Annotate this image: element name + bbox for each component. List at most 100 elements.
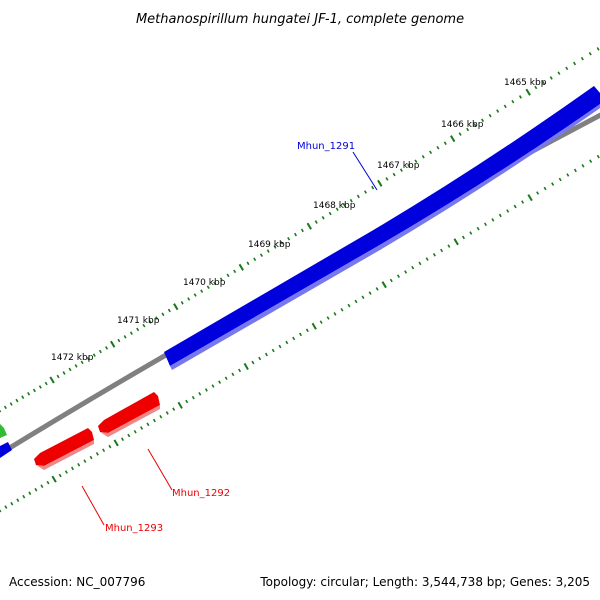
outer-ring-tick [117,338,121,343]
outer-ring-tick [142,323,146,328]
label-mhun-1291[interactable]: Mhun_1291 [297,141,355,152]
inner-ring-tick [566,173,570,177]
outer-ring-tick [49,376,55,384]
edge-gene-green[interactable] [0,424,7,438]
outer-ring-tick [392,172,396,177]
outer-ring-tick [3,405,7,410]
inner-ring-tick [340,307,344,312]
outer-ring-tick [226,273,230,278]
inner-ring-tick [418,261,422,266]
edge-gene-blue[interactable] [0,442,12,458]
inner-ring-tick [4,505,8,509]
inner-ring-tick [258,356,262,361]
outer-ring-tick [74,364,78,368]
outer-ring-tick [385,177,389,181]
inner-tick-ring [0,154,600,513]
outer-ring-tick [496,109,500,113]
outer-ring-tick [123,335,127,339]
inner-ring-tick [484,222,487,227]
inner-ring-tick [231,372,235,377]
inner-ring-tick [573,168,577,173]
outer-ring-tick [287,236,291,241]
inner-ring-tick [108,444,112,449]
outer-ring-tick [436,145,440,150]
outer-ring-tick [443,141,447,145]
inner-ring-tick [10,501,14,506]
outer-ring-tick [129,331,133,335]
outer-ring-tick [68,367,72,372]
outer-ring-tick [525,88,531,96]
inner-ring-tick [292,336,296,341]
outer-ring-tick [518,95,522,99]
outer-ring-tick [213,281,217,286]
outer-ring-tick [9,402,13,406]
inner-ring-tick [319,320,323,324]
inner-ring-tick [396,274,400,279]
leader-mhun-1291 [352,151,378,191]
outer-ring-tick [377,179,383,187]
outer-ring-tick [534,85,538,90]
outer-ring-tick [335,207,339,212]
outer-ring-tick [458,132,462,136]
outer-ring-tick [573,61,577,66]
inner-ring-tick [46,480,50,485]
outer-ring-tick [32,388,36,393]
inner-ring-tick [121,437,124,441]
outer-ring-tick [557,71,561,75]
outer-ring-tick [259,253,263,258]
outer-ring-tick [364,190,367,194]
inner-ring-tick [211,384,215,388]
inner-ring-tick [58,473,62,478]
outer-ring-tick [399,168,403,172]
inner-ring-tick [311,322,317,330]
inner-ring-tick [440,248,444,253]
tick-label-1465: 1465 kbp [504,78,547,88]
inner-ring-tick [411,265,415,270]
inner-ring-tick [506,209,510,213]
inner-ring-tick [102,448,106,453]
outer-ring-tick [414,159,418,164]
tick-label-1471: 1471 kbp [117,316,160,326]
inner-ring-tick [469,231,473,235]
outer-ring-tick [98,349,102,354]
genome-summary-text: Topology: circular; Length: 3,544,738 bp… [259,575,590,589]
inner-ring-tick [513,204,517,209]
gene-mhun-1291[interactable] [164,86,600,366]
inner-ring-tick [521,200,525,204]
inner-ring-tick [527,194,533,202]
inner-ring-tick [299,332,302,337]
outer-ring-tick [481,118,485,123]
tick-label-1468: 1468 kbp [313,201,356,211]
gene-mhun-1292[interactable] [98,392,160,433]
inner-ring-tick [83,459,87,463]
outer-ring-tick [253,257,257,262]
label-mhun-1293[interactable]: Mhun_1293 [105,523,163,534]
inner-ring-tick [159,414,163,419]
outer-ring-tick [273,245,277,249]
map-title: Methanospirillum hungatei JF-1, complete… [136,12,464,27]
outer-ring-tick [306,222,312,230]
outer-ring-tick [314,220,318,224]
gene-mhun-1293[interactable] [34,428,94,466]
inner-ring-tick [551,182,555,186]
outer-ring-tick [542,80,545,85]
outer-ring-tick [110,340,116,348]
inner-ring-tick [34,487,38,492]
inner-ring-tick [589,159,593,164]
inner-ring-tick [305,328,309,333]
inner-ring-tick [204,388,208,392]
outer-ring-tick [356,194,360,199]
inner-ring-tick [447,244,451,248]
inner-ring-tick [140,426,144,430]
outer-ring-tick [246,261,250,266]
outer-ring-tick [155,316,159,320]
inner-ring-tick [278,344,282,349]
label-mhun-1292[interactable]: Mhun_1292 [172,488,230,499]
inner-ring-tick [425,257,429,261]
outer-ring-tick [193,293,197,297]
outer-ring-tick [180,301,184,305]
inner-ring-tick [198,392,202,396]
inner-ring-tick [326,316,330,320]
inner-ring-tick [271,348,275,353]
